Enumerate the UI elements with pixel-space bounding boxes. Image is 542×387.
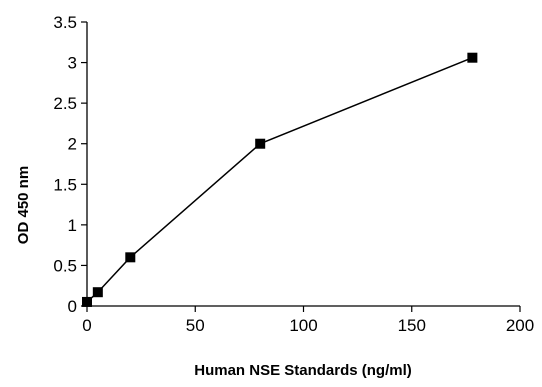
y-tick-label: 1.5 (53, 175, 77, 194)
y-tick-label: 3.5 (53, 13, 77, 32)
y-tick-label: 0 (68, 297, 77, 316)
y-tick-label: 0.5 (53, 256, 77, 275)
x-tick-label: 150 (398, 316, 426, 335)
data-point-marker (92, 287, 103, 298)
data-point-marker (467, 52, 478, 63)
x-tick-label: 100 (289, 316, 317, 335)
y-tick-label: 1 (68, 216, 77, 235)
y-tick-label: 3 (68, 54, 77, 73)
series-line (86, 57, 473, 303)
data-point-marker (125, 252, 136, 263)
y-tick-label: 2.5 (53, 94, 77, 113)
series-group (82, 52, 478, 307)
x-tick-label: 200 (506, 316, 534, 335)
x-axis-title: Human NSE Standards (ng/ml) (194, 362, 412, 379)
y-axis-title: OD 450 nm (15, 166, 32, 244)
x-tick-label: 50 (186, 316, 205, 335)
axes: 0 0.5 1 1.5 2 2.5 3 3.5 0 50 100 150 200 (53, 13, 534, 335)
data-point-marker (255, 138, 266, 149)
data-point-marker (82, 296, 92, 307)
y-tick-label: 2 (68, 135, 77, 154)
x-tick-label: 0 (82, 316, 91, 335)
